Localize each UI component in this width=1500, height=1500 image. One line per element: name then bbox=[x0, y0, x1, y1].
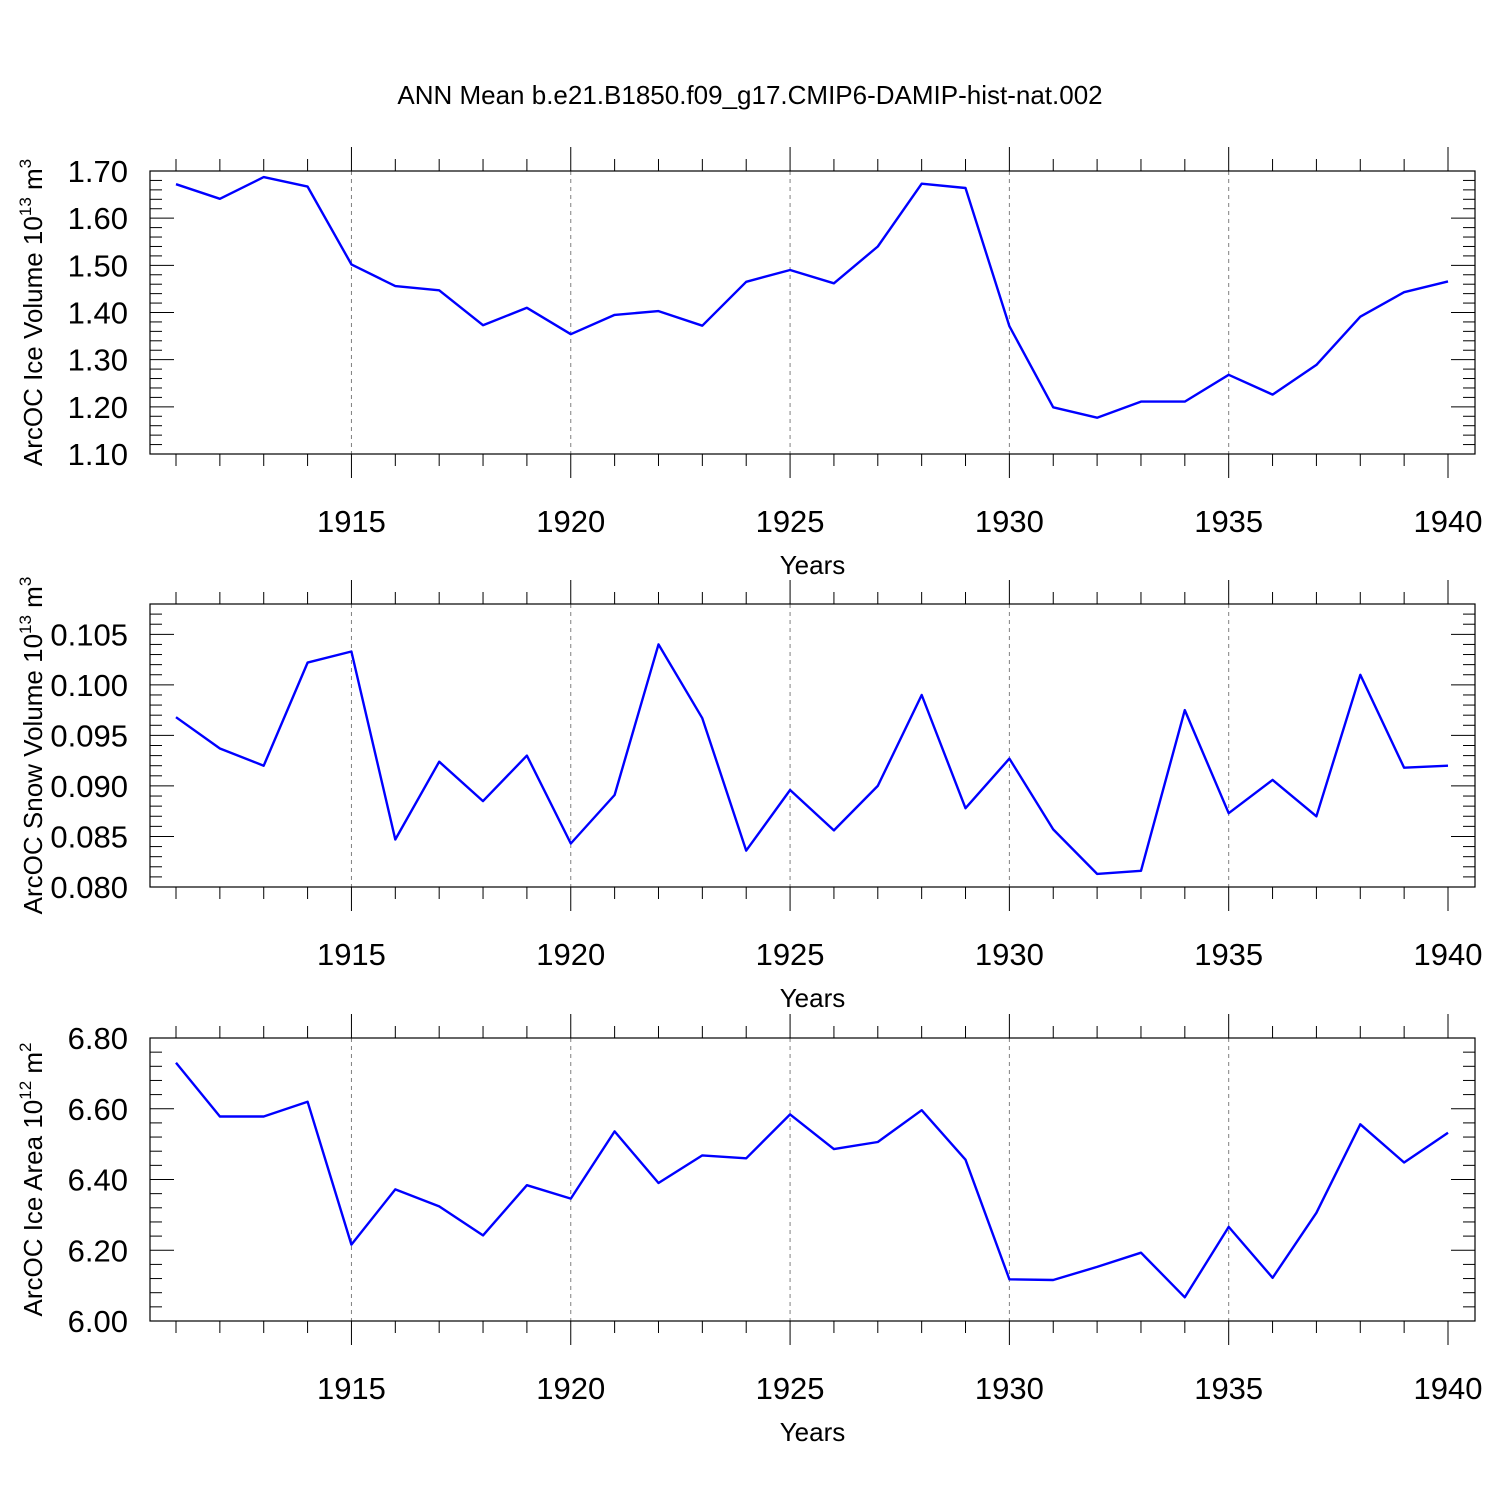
y-tick-label: 0.080 bbox=[50, 870, 128, 905]
y-tick-label: 0.100 bbox=[50, 668, 128, 703]
plot-frame bbox=[149, 170, 1476, 455]
panel-1: 1.10 1.20 1.30 1.40 1.50 1.60 1.70 1915 1920 1925… bbox=[16, 147, 1482, 580]
x-tick-label: 1915 bbox=[317, 504, 386, 539]
y-tick-label: 0.105 bbox=[50, 617, 128, 652]
y-axis-title: ArcOC Ice Volume 1013 m3 bbox=[16, 159, 48, 466]
y-title-text: ArcOC Ice Area 10 bbox=[18, 1100, 48, 1317]
y-tick-label: 1.10 bbox=[68, 437, 128, 472]
x-tick-label: 1915 bbox=[317, 937, 386, 972]
y-title-superscript: 13 bbox=[16, 197, 35, 216]
y-title-text: ArcOC Ice Volume 10 bbox=[18, 216, 48, 466]
plot-frame bbox=[149, 1037, 1476, 1322]
x-tick-label: 1930 bbox=[975, 504, 1044, 539]
y-tick-label: 1.60 bbox=[68, 201, 128, 236]
x-tick-label: 1935 bbox=[1194, 504, 1263, 539]
series-line bbox=[175, 175, 1449, 419]
x-tick-label: 1935 bbox=[1194, 937, 1263, 972]
y-tick-label: 1.30 bbox=[68, 343, 128, 378]
y-title-superscript: 3 bbox=[16, 577, 35, 586]
y-tick-label: 6.20 bbox=[68, 1233, 128, 1268]
y-title-text: m bbox=[18, 168, 48, 197]
y-title-text: m bbox=[18, 586, 48, 615]
x-axis-title: Years bbox=[780, 983, 846, 1013]
x-tick-label: 1920 bbox=[536, 504, 605, 539]
chart-title: ANN Mean b.e21.B1850.f09_g17.CMIP6-DAMIP… bbox=[397, 80, 1102, 110]
x-tick-label: 1925 bbox=[756, 504, 825, 539]
x-tick-label: 1925 bbox=[756, 937, 825, 972]
x-tick-label: 1930 bbox=[975, 937, 1044, 972]
y-tick-label: 6.00 bbox=[68, 1304, 128, 1339]
y-tick-label: 1.70 bbox=[68, 154, 128, 189]
plots-container: 1.10 1.20 1.30 1.40 1.50 1.60 1.70 1915 1920 1925… bbox=[16, 147, 1482, 1447]
y-title-superscript: 13 bbox=[16, 615, 35, 634]
x-tick-label: 1940 bbox=[1414, 1371, 1483, 1406]
y-tick-label: 6.60 bbox=[68, 1092, 128, 1127]
series-line bbox=[175, 643, 1449, 876]
y-title-text: m bbox=[18, 1052, 48, 1081]
x-axis-title: Years bbox=[780, 1417, 846, 1447]
y-tick-label: 0.095 bbox=[50, 718, 128, 753]
x-axis-title: Years bbox=[780, 550, 846, 580]
x-tick-label: 1915 bbox=[317, 1371, 386, 1406]
series-line bbox=[175, 1062, 1449, 1299]
panel-2: 0.080 0.085 0.090 0.095 0.100 0.105 1915 1920 19… bbox=[16, 577, 1482, 1013]
x-tick-label: 1920 bbox=[536, 1371, 605, 1406]
y-tick-label: 0.090 bbox=[50, 769, 128, 804]
y-title-text: ArcOC Snow Volume 10 bbox=[18, 634, 48, 914]
x-tick-label: 1925 bbox=[756, 1371, 825, 1406]
y-axis-title: ArcOC Ice Area 1012 m2 bbox=[16, 1042, 48, 1316]
y-tick-label: 0.085 bbox=[50, 819, 128, 854]
y-axis-title: ArcOC Snow Volume 1013 m3 bbox=[16, 577, 48, 915]
x-tick-label: 1940 bbox=[1414, 504, 1483, 539]
y-title-superscript: 2 bbox=[16, 1042, 35, 1051]
panel-3: 6.00 6.20 6.40 6.60 6.80 1915 1920 1925 1930 1935… bbox=[16, 1014, 1482, 1447]
y-tick-label: 1.40 bbox=[68, 296, 128, 331]
x-tick-label: 1940 bbox=[1414, 937, 1483, 972]
y-tick-label: 1.50 bbox=[68, 248, 128, 283]
y-tick-label: 6.80 bbox=[68, 1021, 128, 1056]
y-title-superscript: 3 bbox=[16, 159, 35, 168]
y-tick-label: 1.20 bbox=[68, 390, 128, 425]
x-tick-label: 1930 bbox=[975, 1371, 1044, 1406]
y-tick-label: 6.40 bbox=[68, 1163, 128, 1198]
x-tick-label: 1935 bbox=[1194, 1371, 1263, 1406]
y-title-superscript: 12 bbox=[16, 1081, 35, 1100]
x-tick-label: 1920 bbox=[536, 937, 605, 972]
plot-frame bbox=[149, 603, 1476, 888]
